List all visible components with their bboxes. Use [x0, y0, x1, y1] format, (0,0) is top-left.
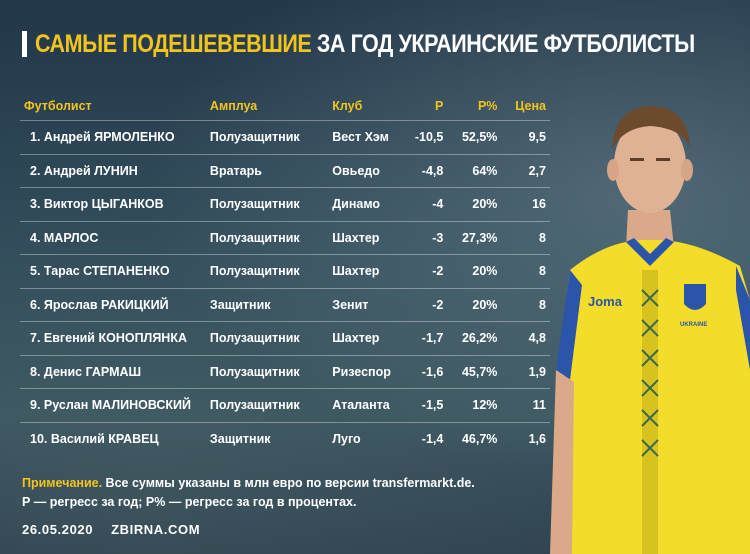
header-player: Футболист [24, 99, 92, 113]
table-row: 10. Василий КРАВЕЦ Защитник Луго -1,4 46… [20, 421, 550, 455]
player-club: Зенит [328, 287, 404, 322]
footnote-text-1: Все суммы указаны в млн евро по версии t… [105, 476, 475, 490]
player-club: Аталанта [328, 388, 404, 422]
header-position: Амплуа [209, 99, 258, 113]
table-row: 5. Тарас СТЕПАНЕНКО Полузащитник Шахтер … [20, 254, 550, 288]
player-position: Полузащитник [205, 388, 329, 422]
player-regress-percent: 45,7% [447, 354, 502, 389]
player-regress-percent: 52,5% [447, 120, 502, 154]
title-rest: ЗА ГОД УКРАИНСКИЕ ФУТБОЛИСТЫ [316, 29, 695, 58]
header-regress-percent: Р% [477, 99, 498, 113]
player-price: 8 [501, 220, 550, 255]
player-price: 8 [501, 254, 550, 288]
player-club: Шахтер [328, 254, 404, 288]
title-highlight: САМЫЕ ПОДЕШЕВЕВШИЕ [35, 29, 312, 58]
table-header-row: Футболист Амплуа Клуб Р Р% Цена [20, 92, 550, 121]
player-club: Ризеспор [328, 354, 404, 389]
player-position: Вратарь [205, 153, 329, 188]
player-club: Динамо [328, 187, 404, 221]
table-row: 9. Руслан МАЛИНОВСКИЙ Полузащитник Атала… [20, 388, 550, 422]
player-price: 16 [501, 187, 550, 221]
player-name: 5. Тарас СТЕПАНЕНКО [20, 254, 206, 288]
title-text: САМЫЕ ПОДЕШЕВЕВШИЕ ЗА ГОД УКРАИНСКИЕ ФУТ… [35, 30, 695, 59]
header-club: Клуб [332, 99, 363, 113]
player-name: 7. Евгений КОНОПЛЯНКА [20, 321, 206, 355]
player-position: Защитник [205, 287, 329, 322]
footer: 26.05.2020 ZBIRNA.COM [22, 522, 200, 537]
player-regress-percent: 20% [447, 287, 502, 322]
header-regress: Р [434, 99, 444, 113]
footnote-label: Примечание. [22, 476, 103, 490]
player-name: 10. Василий КРАВЕЦ [20, 421, 206, 455]
player-position: Полузащитник [205, 120, 329, 154]
footnote-line-1: Примечание. Все суммы указаны в млн евро… [22, 474, 475, 493]
footer-site: ZBIRNA.COM [111, 522, 201, 537]
footnote-text-2: Р — регресс за год; Р% — регресс за год … [22, 495, 357, 509]
table-row: 4. МАРЛОС Полузащитник Шахтер -3 27,3% 8 [20, 220, 550, 255]
footnote: Примечание. Все суммы указаны в млн евро… [22, 474, 475, 512]
jersey-crest-text: UKRAINE [680, 322, 707, 328]
player-price: 11 [501, 388, 550, 422]
player-regress-percent: 20% [447, 187, 502, 221]
player-position: Полузащитник [205, 354, 329, 389]
player-regress-percent: 26,2% [447, 321, 502, 355]
player-price: 9,5 [501, 120, 550, 154]
player-position: Полузащитник [205, 187, 329, 221]
player-photo: Joma UKRAINE [550, 106, 750, 554]
player-name: 9. Руслан МАЛИНОВСКИЙ [20, 388, 206, 422]
page-title: САМЫЕ ПОДЕШЕВЕВШИЕ ЗА ГОД УКРАИНСКИЕ ФУТ… [22, 28, 750, 60]
player-name: 1. Андрей ЯРМОЛЕНКО [20, 120, 206, 154]
table-row: 7. Евгений КОНОПЛЯНКА Полузащитник Шахте… [20, 321, 550, 355]
player-regress: -2 [403, 287, 448, 322]
player-price: 1,9 [501, 354, 550, 389]
player-price: 1,6 [501, 421, 550, 455]
player-regress: -10,5 [403, 120, 448, 154]
player-regress: -4 [403, 187, 448, 221]
player-name: 4. МАРЛОС [20, 220, 206, 255]
player-name: 3. Виктор ЦЫГАНКОВ [20, 187, 206, 221]
player-club: Луго [328, 421, 404, 455]
player-club: Шахтер [328, 220, 404, 255]
title-bar-accent [22, 31, 27, 57]
player-name: 2. Андрей ЛУНИН [20, 153, 206, 188]
player-position: Защитник [205, 421, 329, 455]
player-regress: -4,8 [403, 153, 448, 188]
player-position: Полузащитник [205, 220, 329, 255]
stats-table: Футболист Амплуа Клуб Р Р% Цена 1. Андре… [20, 92, 550, 455]
header-price: Цена [515, 99, 546, 113]
table-row: 3. Виктор ЦЫГАНКОВ Полузащитник Динамо -… [20, 187, 550, 221]
player-regress: -1,4 [403, 421, 448, 455]
player-regress: -1,6 [403, 354, 448, 389]
player-regress-percent: 20% [447, 254, 502, 288]
player-name: 6. Ярослав РАКИЦКИЙ [20, 287, 206, 322]
table-row: 2. Андрей ЛУНИН Вратарь Овьедо -4,8 64% … [20, 153, 550, 188]
player-regress-percent: 27,3% [447, 220, 502, 255]
player-regress: -3 [403, 220, 448, 255]
table-row: 6. Ярослав РАКИЦКИЙ Защитник Зенит -2 20… [20, 287, 550, 322]
player-regress-percent: 64% [447, 153, 502, 188]
ukraine-crest-icon [684, 284, 706, 310]
player-price: 2,7 [501, 153, 550, 188]
jersey-brand: Joma [588, 294, 623, 309]
table-row: 8. Денис ГАРМАШ Полузащитник Ризеспор -1… [20, 354, 550, 389]
player-position: Полузащитник [205, 321, 329, 355]
player-price: 4,8 [501, 321, 550, 355]
table-row: 1. Андрей ЯРМОЛЕНКО Полузащитник Вест Хэ… [20, 120, 550, 154]
player-club: Вест Хэм [328, 120, 404, 154]
player-regress: -1,5 [403, 388, 448, 422]
player-club: Шахтер [328, 321, 404, 355]
footer-date: 26.05.2020 [22, 522, 94, 537]
player-regress: -2 [403, 254, 448, 288]
player-club: Овьедо [328, 153, 404, 188]
player-name: 8. Денис ГАРМАШ [20, 354, 206, 389]
player-position: Полузащитник [205, 254, 329, 288]
player-price: 8 [501, 287, 550, 322]
player-regress-percent: 46,7% [447, 421, 502, 455]
player-regress: -1,7 [403, 321, 448, 355]
player-regress-percent: 12% [447, 388, 502, 422]
